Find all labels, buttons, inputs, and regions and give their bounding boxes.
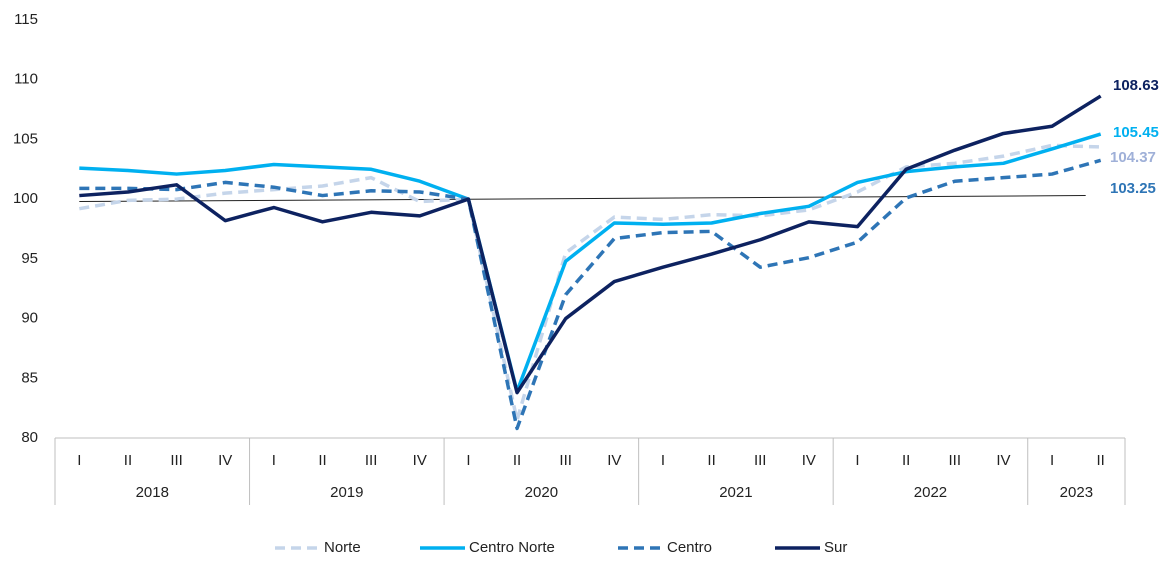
y-tick-label: 105	[13, 130, 38, 147]
x-tick-label: I	[466, 452, 470, 469]
group-label: 2019	[330, 484, 363, 501]
x-tick-label: IV	[996, 452, 1010, 469]
y-tick-label: 110	[14, 71, 38, 88]
group-label: 2020	[525, 484, 558, 501]
end-label: 103.25	[1110, 180, 1156, 197]
group-label: 2018	[136, 484, 169, 501]
y-tick-label: 115	[14, 11, 38, 28]
series-line	[79, 158, 1102, 431]
x-tick-label: I	[272, 452, 276, 469]
y-tick-label: 90	[21, 310, 38, 327]
end-label: 105.45	[1113, 124, 1159, 141]
x-tick-label: II	[318, 452, 326, 469]
x-tick-label: IV	[607, 452, 621, 469]
series-line	[79, 94, 1102, 395]
x-tick-label: II	[707, 452, 715, 469]
group-label: 2023	[1060, 484, 1093, 501]
x-tick-label: III	[365, 452, 378, 469]
group-label: 2022	[914, 484, 947, 501]
x-tick-label: III	[949, 452, 962, 469]
y-tick-label: 95	[21, 250, 38, 267]
group-label: 2021	[719, 484, 752, 501]
x-tick-label: II	[902, 452, 910, 469]
x-tick-label: III	[170, 452, 183, 469]
end-label: 108.63	[1113, 77, 1159, 94]
y-tick-label: 100	[13, 190, 38, 207]
end-label: 104.37	[1110, 149, 1156, 166]
reference-line	[79, 195, 1086, 203]
x-tick-label: IV	[218, 452, 232, 469]
series-line	[79, 132, 1102, 394]
legend-label: Centro	[667, 539, 712, 556]
x-tick-label: I	[661, 452, 665, 469]
x-tick-label: II	[1097, 452, 1105, 469]
legend-label: Norte	[324, 539, 361, 556]
x-tick-label: III	[754, 452, 767, 469]
x-tick-label: IV	[413, 452, 427, 469]
x-tick-label: I	[855, 452, 859, 469]
x-tick-label: II	[124, 452, 132, 469]
x-tick-label: IV	[802, 452, 816, 469]
legend-label: Sur	[824, 539, 847, 556]
y-tick-label: 85	[21, 369, 38, 386]
x-tick-label: III	[559, 452, 572, 469]
legend-label: Centro Norte	[469, 539, 555, 556]
y-tick-label: 80	[21, 429, 38, 446]
series-line	[79, 143, 1101, 422]
x-tick-label: II	[513, 452, 521, 469]
x-tick-label: I	[77, 452, 81, 469]
x-tick-label: I	[1050, 452, 1054, 469]
